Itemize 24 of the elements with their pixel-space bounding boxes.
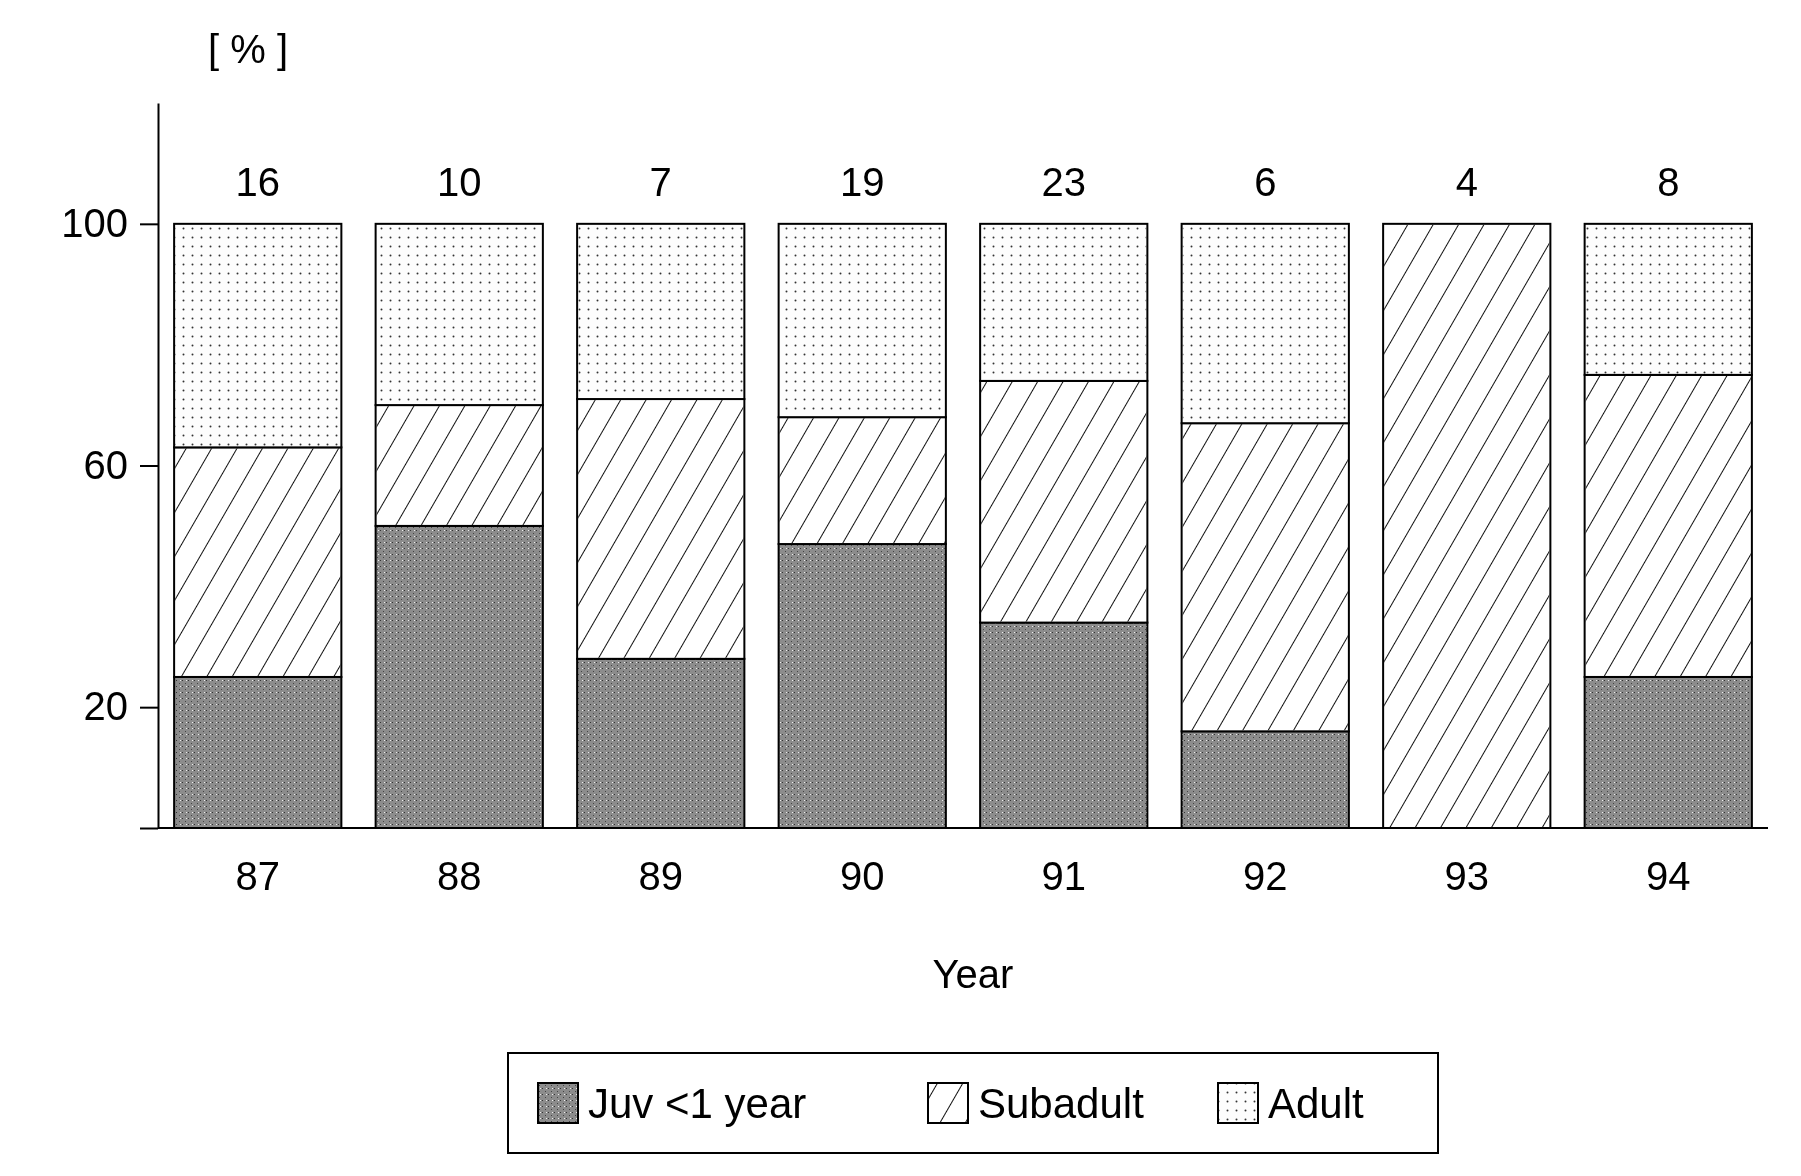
y-axis-title: [ % ] — [207, 27, 289, 71]
annotation: 23 — [1041, 159, 1086, 204]
legend-label: Adult — [1268, 1079, 1365, 1127]
x-tick-label: 91 — [1041, 854, 1086, 898]
x-axis-title: Year — [932, 952, 1014, 996]
annotation: 10 — [437, 159, 482, 204]
x-tick-label: 89 — [638, 854, 683, 898]
legend-label: Subadult — [978, 1079, 1145, 1127]
annotation: 7 — [649, 159, 672, 204]
legend-label: Juv <1 year — [588, 1079, 807, 1127]
y-tick-label: 100 — [61, 201, 128, 246]
x-tick-label: 88 — [437, 854, 482, 898]
x-tick-label: 94 — [1646, 854, 1691, 898]
x-tick-label: 92 — [1243, 854, 1288, 898]
y-tick-label: 60 — [83, 442, 128, 487]
x-tick-label: 93 — [1444, 854, 1489, 898]
y-tick-label: 20 — [83, 684, 128, 729]
x-tick-label: 90 — [840, 854, 885, 898]
annotation: 4 — [1455, 159, 1478, 204]
annotation: 6 — [1254, 159, 1277, 204]
annotation: 16 — [235, 159, 280, 204]
x-tick-label: 87 — [235, 854, 280, 898]
annotation: 19 — [840, 159, 885, 204]
annotation: 8 — [1657, 159, 1680, 204]
